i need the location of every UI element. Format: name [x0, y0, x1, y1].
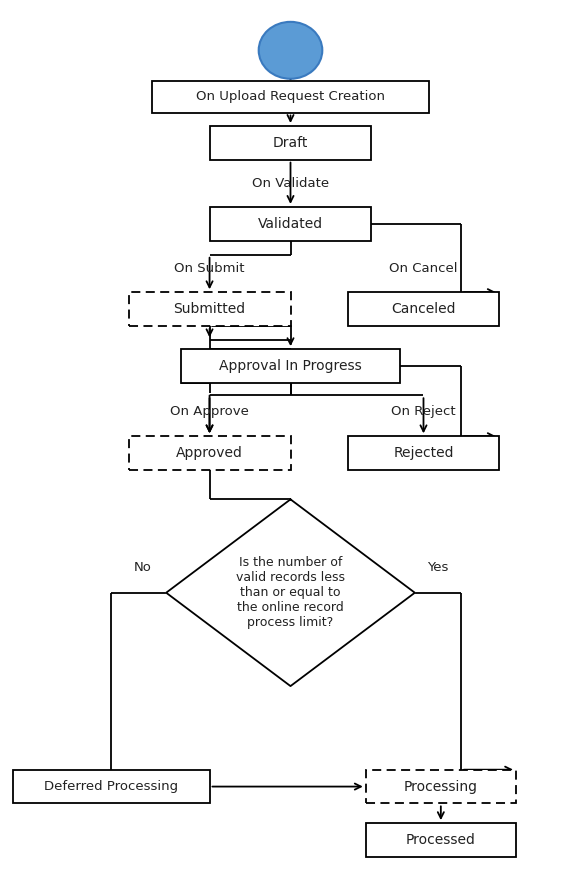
- Text: Approval In Progress: Approval In Progress: [219, 359, 362, 373]
- Bar: [128, 293, 290, 326]
- Bar: [152, 80, 429, 112]
- Text: Draft: Draft: [273, 136, 308, 150]
- Bar: [349, 293, 498, 326]
- Text: On Submit: On Submit: [174, 261, 245, 275]
- Text: On Reject: On Reject: [391, 405, 456, 417]
- Text: On Approve: On Approve: [170, 405, 249, 417]
- Text: No: No: [134, 561, 152, 574]
- Bar: [365, 823, 516, 857]
- Text: Canceled: Canceled: [391, 302, 456, 316]
- Text: Submitted: Submitted: [174, 302, 246, 316]
- Text: Is the number of
valid records less
than or equal to
the online record
process l: Is the number of valid records less than…: [236, 557, 345, 629]
- Bar: [13, 770, 210, 804]
- Bar: [210, 126, 371, 160]
- Text: Processing: Processing: [404, 780, 478, 794]
- Text: On Upload Request Creation: On Upload Request Creation: [196, 90, 385, 103]
- Text: Approved: Approved: [176, 446, 243, 460]
- Bar: [210, 207, 371, 241]
- Polygon shape: [166, 500, 415, 686]
- Bar: [128, 436, 290, 470]
- Bar: [365, 770, 516, 804]
- Text: On Validate: On Validate: [252, 178, 329, 190]
- Text: Processed: Processed: [406, 833, 476, 847]
- Bar: [181, 349, 400, 383]
- Text: Deferred Processing: Deferred Processing: [44, 780, 178, 793]
- Ellipse shape: [259, 21, 322, 78]
- Text: Validated: Validated: [258, 217, 323, 231]
- Bar: [349, 436, 498, 470]
- Text: Rejected: Rejected: [393, 446, 454, 460]
- Text: Yes: Yes: [427, 561, 449, 574]
- Text: On Cancel: On Cancel: [389, 261, 458, 275]
